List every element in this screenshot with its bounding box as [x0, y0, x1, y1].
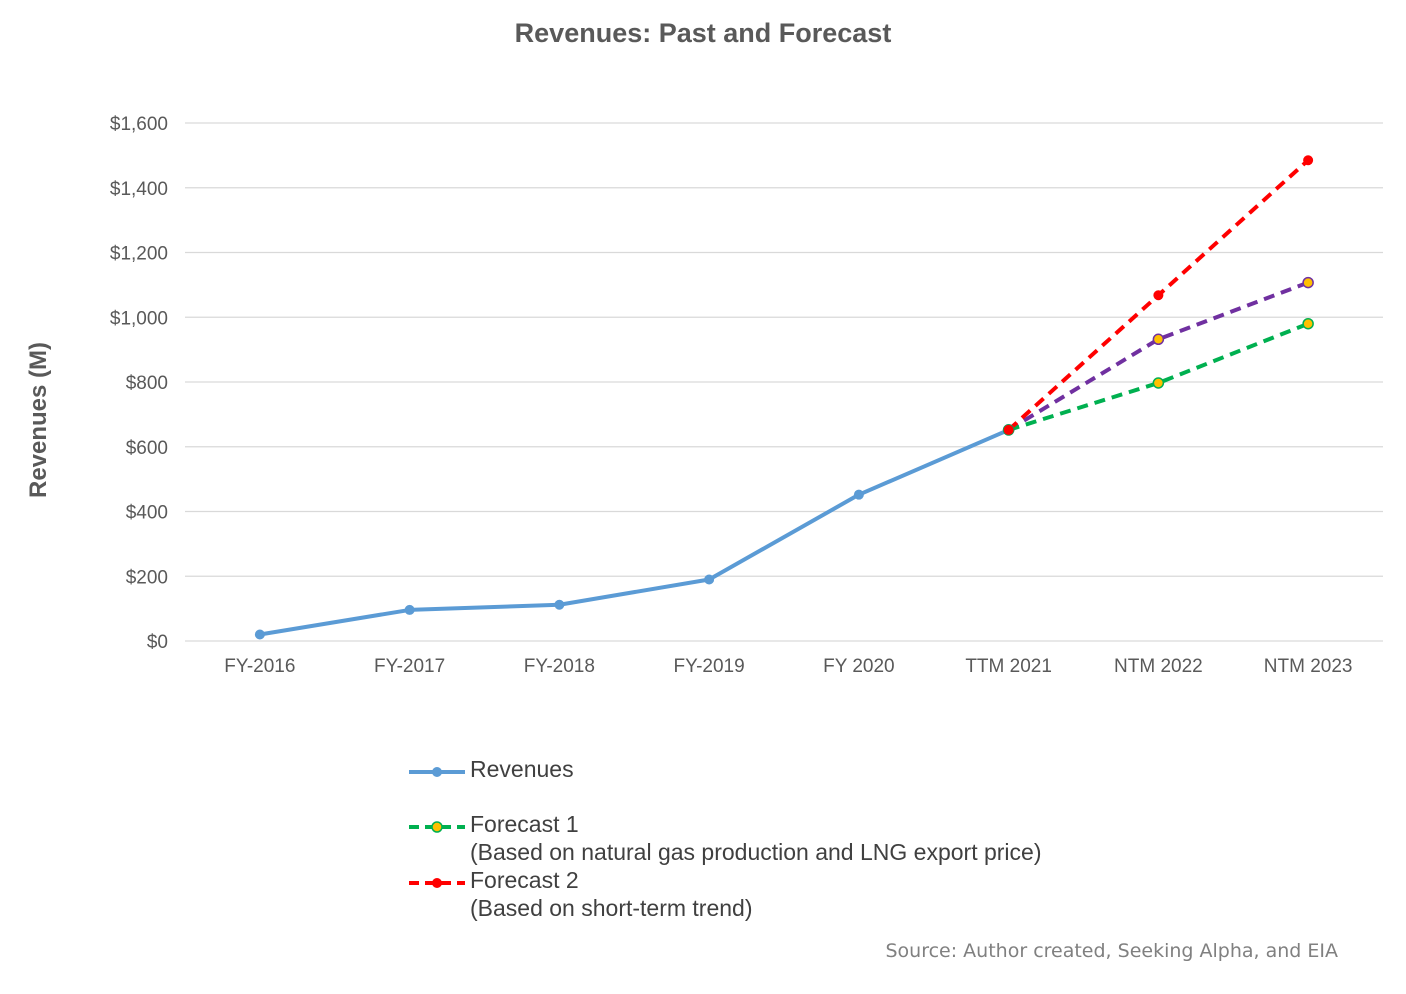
legend-note-forecast-1: (Based on natural gas production and LNG… [470, 839, 1042, 865]
legend-note-forecast-2: (Based on short-term trend) [470, 895, 753, 921]
series-line-1 [1007, 280, 1309, 432]
x-tick-label: FY-2018 [524, 656, 595, 677]
x-tick-label: FY-2019 [674, 656, 745, 677]
y-tick-label: $0 [147, 632, 168, 653]
data-point [1152, 333, 1165, 346]
y-axis-label: Revenues (M) [25, 342, 52, 498]
y-tick-label: $600 [126, 438, 168, 459]
chart-title: Revenues: Past and Forecast [515, 18, 892, 48]
legend-item-forecast-1: Forecast 1 (Based on natural gas product… [408, 810, 1042, 866]
x-tick-label: NTM 2022 [1114, 656, 1203, 677]
y-tick-label: $1,600 [110, 114, 168, 135]
y-tick-label: $1,400 [110, 179, 168, 200]
data-point [1152, 377, 1165, 389]
y-tick-label: $1,000 [110, 308, 168, 329]
legend-swatch-forecast-1 [409, 821, 465, 833]
y-axis-ticks: $0 $200 $400 $600 $800 $1,000 $1,200 $1,400 $1,6… [110, 114, 168, 653]
data-point [704, 574, 715, 585]
legend: Revenues Forecast 1 (Based on natural ga… [408, 755, 1042, 922]
x-tick-label: TTM 2021 [965, 656, 1052, 677]
y-tick-label: $200 [126, 567, 168, 588]
series-line-0 [259, 428, 1010, 637]
legend-swatch-forecast-2 [409, 878, 465, 888]
y-tick-label: $1,200 [110, 244, 168, 265]
y-tick-label: $400 [126, 503, 168, 524]
x-tick-label: FY-2017 [374, 656, 445, 677]
legend-label-forecast-2: Forecast 2 [470, 867, 579, 893]
source-note: Source: Author created, Seeking Alpha, a… [885, 940, 1338, 962]
x-tick-label: FY-2016 [224, 656, 295, 677]
legend-label-revenues: Revenues [470, 756, 574, 782]
series-markers [254, 155, 1314, 640]
x-tick-label: NTM 2023 [1264, 656, 1353, 677]
y-tick-label: $800 [126, 373, 168, 394]
data-point [1303, 155, 1314, 166]
data-point [1153, 290, 1164, 301]
series-lines [259, 158, 1310, 637]
legend-item-revenues: Revenues [408, 755, 1042, 789]
x-tick-label: FY 2020 [823, 656, 894, 677]
data-point [1302, 317, 1314, 330]
legend-swatch-revenues [409, 767, 465, 777]
data-point [1003, 424, 1014, 435]
data-point [1302, 276, 1314, 289]
data-point [853, 489, 864, 500]
data-point [554, 599, 565, 610]
gridlines [185, 122, 1383, 642]
data-point [254, 629, 265, 640]
legend-label-forecast-1: Forecast 1 [470, 811, 579, 837]
data-point [404, 604, 415, 615]
legend-item-forecast-2: Forecast 2 (Based on short-term trend) [408, 866, 1042, 922]
x-axis-ticks: FY-2016 FY-2017 FY-2018 FY-2019 FY 2020 TTM 2… [224, 656, 1352, 677]
